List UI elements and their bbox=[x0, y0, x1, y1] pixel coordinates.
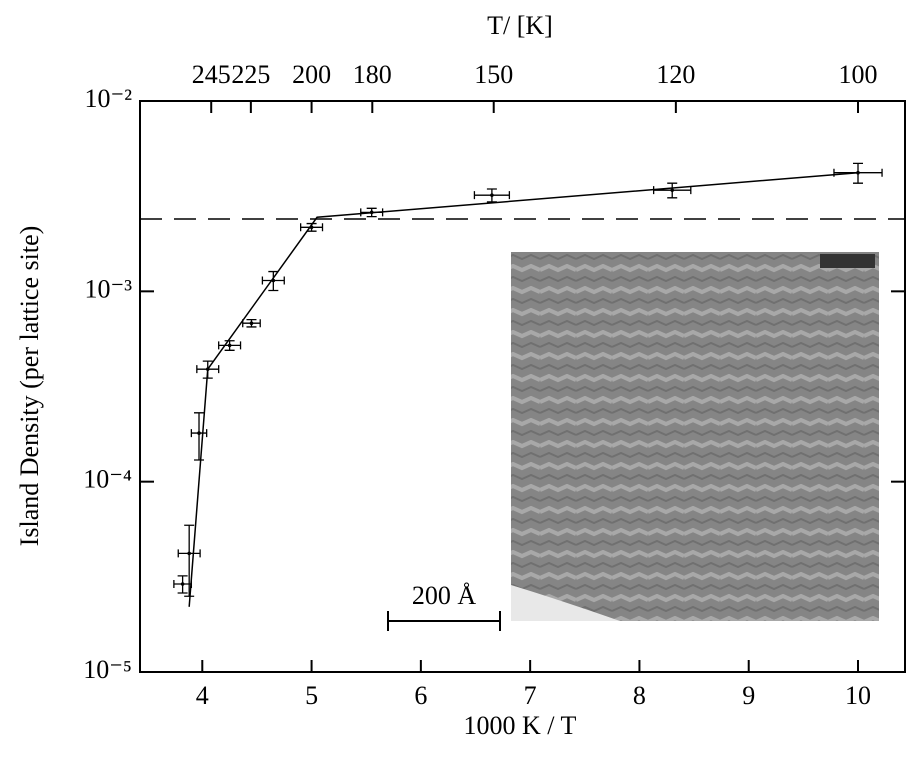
top-tick-label: 200 bbox=[292, 60, 331, 89]
x-tick-label: 8 bbox=[633, 681, 646, 710]
y-tick-label: 10⁻⁵ bbox=[83, 655, 132, 684]
x-tick-label: 10 bbox=[845, 681, 871, 710]
data-point bbox=[490, 193, 494, 197]
y-tick-label: 10⁻³ bbox=[84, 274, 132, 303]
top-tick-label: 180 bbox=[353, 60, 392, 89]
stm-inset bbox=[511, 252, 879, 621]
top-tick-label: 225 bbox=[231, 60, 270, 89]
data-point bbox=[310, 225, 314, 229]
y-tick-label: 10⁻⁴ bbox=[83, 465, 132, 494]
data-point bbox=[228, 344, 232, 348]
data-point bbox=[272, 279, 276, 283]
top-tick-label: 100 bbox=[839, 60, 878, 89]
x-tick-label: 5 bbox=[305, 681, 318, 710]
data-point bbox=[187, 552, 191, 556]
data-point bbox=[370, 211, 374, 215]
top-tick-label: 150 bbox=[474, 60, 513, 89]
data-point bbox=[181, 582, 185, 586]
x-axis-label: 1000 K / T bbox=[464, 711, 577, 740]
data-point bbox=[250, 321, 254, 325]
x-tick-label: 7 bbox=[524, 681, 537, 710]
scale-bar: 200 Å bbox=[388, 581, 500, 631]
x-tick-label: 9 bbox=[742, 681, 755, 710]
top-tick-label: 245 bbox=[192, 60, 231, 89]
y-axis-label: Island Density (per lattice site) bbox=[15, 226, 44, 547]
stm-image bbox=[511, 252, 879, 621]
x-tick-label: 4 bbox=[196, 681, 209, 710]
data-point bbox=[197, 431, 201, 435]
data-point bbox=[670, 188, 674, 192]
x-tick-label: 6 bbox=[414, 681, 427, 710]
data-point bbox=[856, 171, 860, 175]
data-point bbox=[206, 367, 210, 371]
y-tick-label: 10⁻² bbox=[84, 84, 132, 113]
top-axis-label: T/ [K] bbox=[487, 11, 553, 40]
top-tick-label: 120 bbox=[656, 60, 695, 89]
chart: 200 Å 1000 K / T T/ [K] Island Density (… bbox=[0, 0, 907, 759]
stm-dark-spot bbox=[820, 254, 875, 268]
scale-bar-label: 200 Å bbox=[412, 581, 477, 610]
